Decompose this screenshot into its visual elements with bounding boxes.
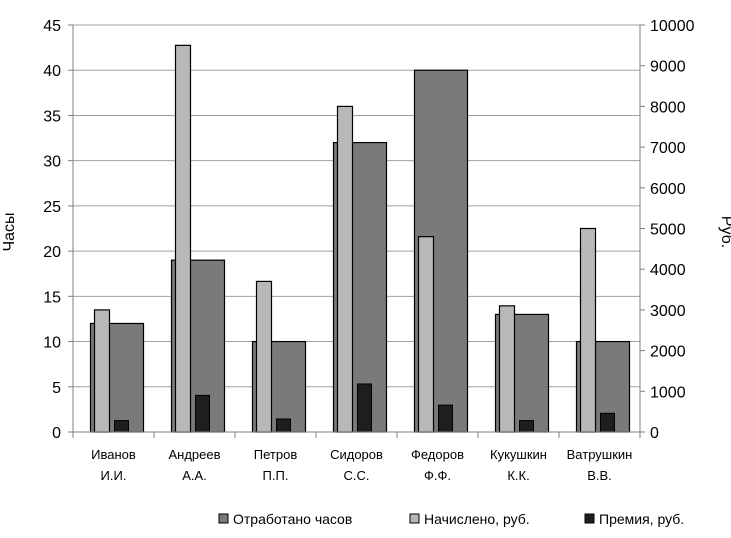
bar-bonus [519,420,534,433]
category-label: Андреев [168,447,220,462]
y-tick-label: 30 [43,154,61,171]
y-tick-label: 0 [52,425,61,442]
y2-tick-label: 7000 [650,140,686,157]
y2-tick-label: 9000 [650,59,686,76]
category-label: К.К. [507,468,529,483]
y2-tick-label: 4000 [650,262,686,279]
bars [89,44,631,433]
y2-tick-label: 1000 [650,384,686,401]
legend-swatch [218,513,229,524]
legend-label: Премия, руб. [599,511,684,527]
bar-bonus [438,404,453,433]
category-label: Федоров [411,447,464,462]
y2-tick-label: 2000 [650,344,686,361]
bar-accrued [336,105,354,433]
category-label: Сидоров [330,447,383,462]
left-axis-ticks: 0 5 10 15 20 25 30 35 40 45 [43,18,73,442]
bar-accrued [498,305,516,433]
bar-accrued [579,227,597,433]
y-tick-label: 10 [43,335,61,352]
y2-tick-label: 5000 [650,222,686,239]
category-label: С.С. [344,468,370,483]
bar-bonus [195,394,210,433]
right-axis-ticks: 0 1000 2000 3000 4000 5000 6000 7000 8000 9000 100… [640,18,695,442]
category-label: П.П. [263,468,289,483]
y2-tick-label: 8000 [650,99,686,116]
category-label: Петров [254,447,298,462]
y-tick-label: 20 [43,244,61,261]
legend-swatch [584,513,595,524]
y2-tick-label: 10000 [650,18,695,35]
y-tick-label: 45 [43,18,61,35]
y-tick-label: 15 [43,289,61,306]
legend-label: Начислено, руб. [424,511,530,527]
category-label: А.А. [182,468,207,483]
legend-label: Отработано часов [233,511,352,527]
category-label: Ф.Ф. [424,468,451,483]
bar-accrued [255,280,273,433]
category-label: И.И. [101,468,127,483]
bar-accrued [417,236,435,433]
category-labels: Иванов И.И. Андреев А.А. Петров П.П. Сидоров С.… [91,447,632,483]
bar-bonus [357,383,372,433]
bar-bonus [276,418,291,433]
y-tick-label: 5 [52,380,61,397]
y2-tick-label: 6000 [650,181,686,198]
legend: Отработано часов Начислено, руб. Премия, р… [218,511,684,527]
bar-bonus [600,412,615,433]
y-tick-label: 25 [43,199,61,216]
y2-tick-label: 3000 [650,303,686,320]
y-axis-title: Часы [1,212,18,251]
bar-accrued [93,309,111,433]
y-tick-label: 35 [43,108,61,125]
bar-accrued [174,44,192,433]
category-label: Кукушкин [490,447,547,462]
y-tick-label: 40 [43,63,61,80]
bar-bonus [114,420,129,433]
category-label: В.В. [587,468,612,483]
y2-tick-label: 0 [650,425,659,442]
y2-axis-title: Руб. [718,216,731,248]
category-label: Ватрушкин [567,447,633,462]
legend-swatch [409,513,420,524]
category-label: Иванов [91,447,136,462]
